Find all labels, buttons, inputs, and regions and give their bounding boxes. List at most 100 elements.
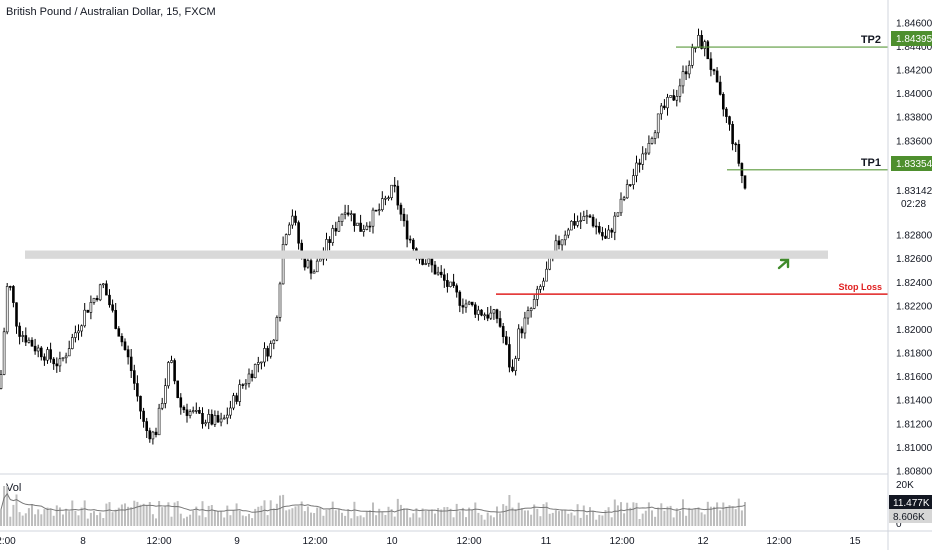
volume-bar xyxy=(629,507,632,526)
time-tick: 8 xyxy=(80,536,86,547)
candle xyxy=(641,146,645,170)
volume-bar xyxy=(415,508,418,526)
volume-bar xyxy=(80,507,83,526)
volume-bar xyxy=(198,515,201,526)
volume-bar xyxy=(675,508,678,526)
candle xyxy=(191,406,195,414)
volume-bar xyxy=(406,509,409,526)
price-tick: 1.81800 xyxy=(896,349,932,360)
support-zone xyxy=(25,250,828,259)
volume-bar xyxy=(669,505,672,526)
volume-bar xyxy=(527,510,529,526)
candle xyxy=(653,130,657,145)
candle xyxy=(362,224,366,237)
overlays-layer: TP2 TP1 Stop Loss xyxy=(25,34,888,295)
volume-bar xyxy=(427,510,430,526)
candle xyxy=(111,299,114,313)
candle xyxy=(721,92,725,117)
time-axis[interactable]: 2:00 8 12:00 9 12:00 10 12:00 11 12:00 12 12:00 15 xyxy=(0,536,861,547)
volume-bar xyxy=(52,515,55,526)
volume-bar xyxy=(341,512,343,526)
candle xyxy=(489,305,493,320)
time-tick: 15 xyxy=(849,536,861,547)
candle xyxy=(669,95,672,98)
time-tick: 12 xyxy=(697,536,709,547)
candle xyxy=(458,290,462,313)
volume-bar xyxy=(142,503,145,526)
candle xyxy=(179,393,183,415)
volume-bar xyxy=(430,509,433,526)
candle xyxy=(142,407,145,428)
volume-bar xyxy=(570,512,573,526)
volume-bar xyxy=(226,505,229,526)
candle xyxy=(681,65,685,94)
candle xyxy=(700,30,703,50)
candle xyxy=(216,410,220,423)
candle xyxy=(622,195,626,202)
candle xyxy=(61,357,65,362)
volume-bar xyxy=(489,515,492,526)
candle xyxy=(331,224,335,246)
volume-bar xyxy=(328,508,331,526)
volume-bar xyxy=(511,507,514,526)
volume-bar xyxy=(403,508,405,526)
candle xyxy=(663,99,666,110)
volume-bar xyxy=(179,513,182,526)
volume-bar xyxy=(306,506,309,526)
candle xyxy=(446,273,449,293)
candle xyxy=(291,209,294,229)
volume-bar xyxy=(334,510,337,526)
volume-bar xyxy=(139,504,142,526)
volume-bar xyxy=(533,504,536,526)
candle xyxy=(613,212,617,241)
price-tick: 1.81000 xyxy=(896,443,932,454)
volume-bar xyxy=(502,504,505,526)
volume-bar xyxy=(496,506,498,526)
candle xyxy=(210,409,214,426)
volume-bar xyxy=(437,508,440,526)
volume-bar xyxy=(74,511,77,526)
candle xyxy=(182,405,186,413)
candle xyxy=(272,339,276,350)
price-axis[interactable]: 1.84600 1.84400 1.84200 1.84000 1.83800 1.836… xyxy=(896,18,932,477)
tp1-price-badge: 1.83354 xyxy=(891,156,932,171)
candle xyxy=(263,342,266,367)
candle xyxy=(226,407,229,425)
volume-bar xyxy=(213,510,216,526)
volume-bar xyxy=(375,515,378,526)
candle xyxy=(359,214,362,232)
volume-bar xyxy=(49,509,52,526)
volume-bar xyxy=(576,504,579,526)
candle xyxy=(650,136,654,145)
candle xyxy=(694,47,697,53)
candle xyxy=(399,202,403,221)
price-tick: 1.83800 xyxy=(896,113,932,124)
candle xyxy=(278,281,282,322)
volume-bar xyxy=(561,510,564,526)
volume-bar xyxy=(21,515,24,526)
volume-bar xyxy=(217,511,219,526)
candle xyxy=(390,184,393,201)
candle xyxy=(123,338,127,351)
volume-bar xyxy=(709,506,712,526)
candle xyxy=(297,220,300,250)
volume-bar xyxy=(251,518,254,526)
candle xyxy=(402,208,406,227)
volume-bar xyxy=(344,515,347,526)
volume-bar xyxy=(46,507,49,526)
volume-bar xyxy=(626,502,629,526)
candle xyxy=(588,214,592,218)
volume-bar xyxy=(548,513,551,526)
volume-bar xyxy=(189,514,192,526)
price-tick: 1.82400 xyxy=(896,278,932,289)
candle xyxy=(154,427,158,438)
candle xyxy=(102,283,105,289)
candle xyxy=(585,209,589,224)
candle xyxy=(501,323,505,344)
volume-bar xyxy=(641,513,644,526)
candle xyxy=(55,357,59,373)
volume-bar xyxy=(409,517,412,526)
volume-bar xyxy=(207,505,210,526)
candle xyxy=(539,284,542,293)
